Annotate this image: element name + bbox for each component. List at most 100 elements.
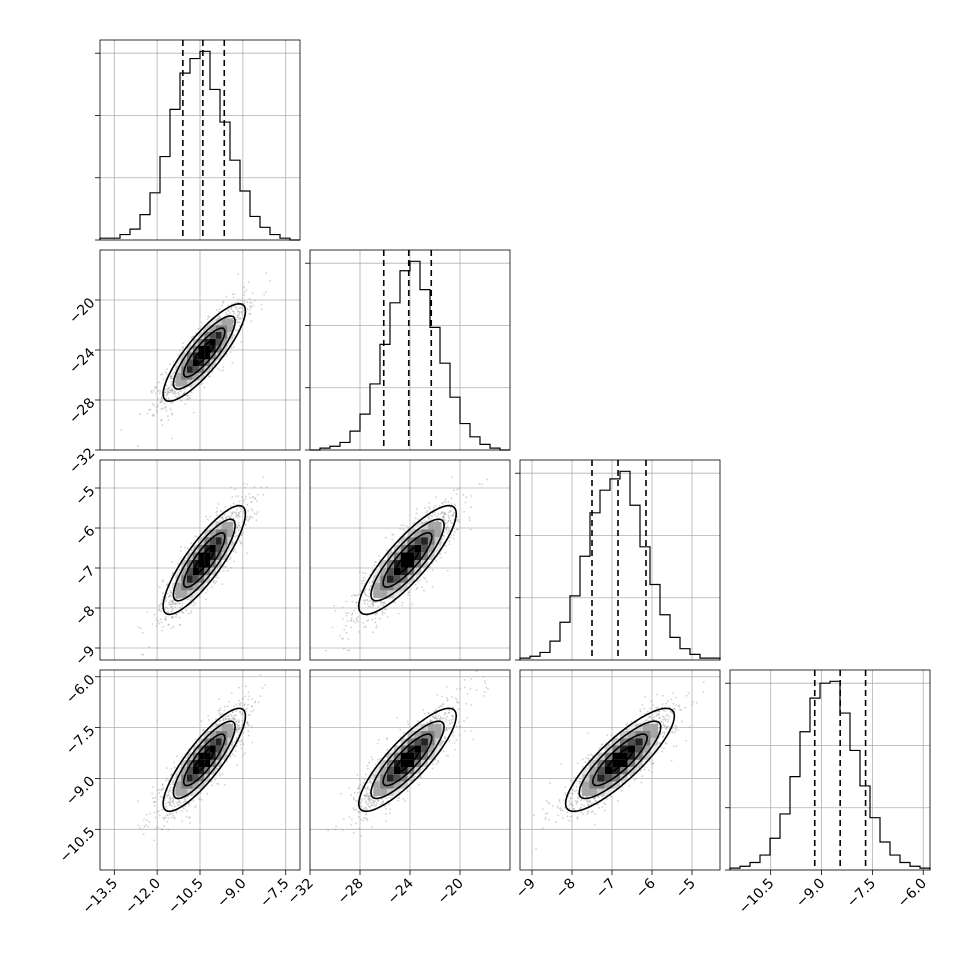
sample-point: [447, 519, 450, 522]
sample-point: [161, 580, 164, 583]
density-cell: [434, 544, 442, 553]
sample-point: [225, 517, 228, 519]
sample-point: [443, 515, 446, 518]
sample-point: [177, 796, 180, 798]
sample-point: [443, 511, 446, 514]
sample-point: [452, 513, 455, 515]
sample-point: [230, 520, 233, 522]
density-cell: [414, 521, 422, 530]
density-cell: [434, 521, 442, 530]
sample-point: [411, 603, 414, 606]
sample-point: [207, 719, 210, 721]
sample-point: [247, 698, 250, 701]
sample-point: [218, 315, 221, 317]
sample-point: [363, 591, 366, 594]
sample-point: [161, 592, 164, 595]
sample-point: [366, 599, 369, 602]
sample-point: [238, 312, 241, 314]
sample-point: [450, 509, 452, 512]
sample-point: [164, 388, 167, 391]
density-panel-0-3: [100, 670, 300, 870]
sample-point: [158, 605, 161, 607]
density-cell: [215, 332, 222, 339]
sample-point: [179, 550, 182, 552]
sample-point: [371, 601, 374, 603]
sample-point: [230, 514, 233, 517]
sample-point: [365, 599, 368, 601]
sample-point: [366, 603, 369, 605]
density-cell: [387, 575, 394, 583]
sample-point: [149, 812, 151, 815]
sample-point: [171, 375, 173, 378]
sample-point: [191, 335, 194, 338]
sample-point: [219, 713, 222, 716]
sample-point: [208, 375, 210, 377]
sample-point: [230, 567, 232, 569]
sample-point: [248, 312, 251, 315]
sample-point: [170, 388, 173, 390]
sample-point: [170, 773, 173, 776]
density-cell: [204, 332, 211, 339]
sample-point: [234, 512, 237, 515]
sample-point: [235, 515, 237, 517]
sample-point: [222, 300, 225, 303]
sample-point: [262, 476, 265, 478]
sample-point: [227, 310, 230, 312]
sample-point: [166, 584, 168, 587]
sample-point: [236, 301, 239, 304]
sample-point: [244, 495, 247, 498]
sample-point: [441, 511, 444, 514]
density-cell: [414, 544, 422, 553]
sample-point: [171, 609, 174, 612]
sample-point: [238, 720, 241, 723]
sample-point: [240, 542, 242, 544]
sample-point: [169, 795, 172, 798]
sample-point: [167, 415, 169, 418]
density-cell: [380, 590, 387, 599]
sample-point: [221, 516, 224, 519]
sample-point: [248, 516, 251, 519]
sample-point: [166, 393, 169, 395]
sample-point: [244, 524, 247, 526]
density-cell: [175, 359, 182, 367]
sample-point: [222, 369, 225, 372]
sample-point: [171, 607, 174, 610]
sample-point: [198, 595, 201, 597]
sample-point: [166, 611, 169, 613]
sample-point: [178, 394, 181, 397]
sample-point: [171, 616, 174, 619]
sample-point: [446, 521, 449, 524]
density-frame-0-2: [99, 459, 301, 661]
density-cell: [175, 582, 182, 591]
sample-point: [174, 602, 177, 605]
sample-point: [169, 594, 171, 597]
sample-point: [226, 760, 229, 762]
sample-point: [236, 525, 239, 528]
sample-point: [398, 541, 401, 544]
sample-point: [230, 512, 233, 515]
sample-point: [415, 507, 418, 510]
sample-point: [235, 551, 237, 554]
sample-point: [171, 783, 174, 785]
sample-point: [450, 514, 453, 517]
density-cell: [221, 318, 228, 326]
sample-point: [423, 576, 425, 579]
sample-point: [435, 496, 438, 499]
sample-point: [165, 600, 168, 602]
sample-point: [152, 413, 155, 416]
sample-point: [166, 391, 169, 394]
sample-point: [179, 624, 182, 626]
density-cell: [204, 537, 211, 545]
sample-point: [242, 754, 245, 756]
density-cell: [400, 575, 408, 583]
histogram-step-1: [310, 260, 510, 451]
sample-point: [265, 291, 267, 294]
sample-point: [452, 534, 455, 537]
sample-point: [246, 503, 249, 506]
sample-point: [169, 381, 172, 383]
sample-point: [175, 613, 178, 616]
sample-point: [238, 506, 241, 508]
contour-1: [182, 531, 226, 589]
sample-point: [142, 833, 145, 836]
sample-point: [263, 293, 266, 296]
